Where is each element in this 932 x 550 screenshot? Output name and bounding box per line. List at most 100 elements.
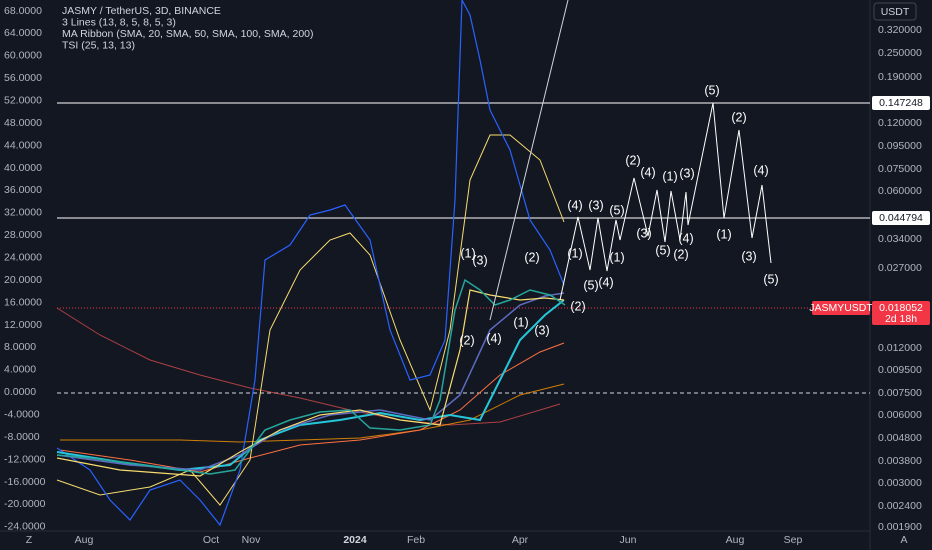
price-badge	[872, 301, 930, 325]
wave-label: (1)	[460, 246, 475, 260]
level-high: 0.147248	[879, 97, 923, 109]
right-axis-label: 0.320000	[878, 24, 922, 36]
ma-200	[56, 307, 561, 426]
right-axis-label: 0.095000	[878, 140, 922, 152]
trend-line	[489, 0, 569, 321]
time-axis-label: Jun	[620, 534, 637, 546]
wave-label: (2)	[459, 333, 474, 347]
wave-label: (2)	[570, 299, 585, 313]
right-axis-label: 0.009500	[878, 364, 922, 376]
left-axis-label: 32.0000	[4, 207, 42, 219]
right-axis-label: 0.006000	[878, 409, 922, 421]
price: 0.018052	[879, 302, 923, 314]
right-axis-label: 0.003000	[878, 477, 922, 489]
level-badge	[872, 96, 930, 110]
three-lines-slow	[56, 292, 565, 471]
left-axis-label: 28.0000	[4, 229, 42, 241]
wave-label: (4)	[598, 275, 613, 289]
wave-label: (4)	[753, 163, 768, 177]
wave-label: (4)	[567, 198, 582, 212]
wave-label: (1)	[513, 315, 528, 329]
right-axis-label: 0.007500	[878, 387, 922, 399]
symbol: JASMYUSDT	[809, 302, 873, 314]
left-axis-label: 36.0000	[4, 184, 42, 196]
right-axis-label: 0.002400	[878, 500, 922, 512]
legend-line: TSI (25, 13, 13)	[62, 39, 135, 51]
time-axis-label: 2024	[343, 534, 367, 546]
right-axis-label: 0.060000	[878, 185, 922, 197]
wave-label: (1)	[662, 169, 677, 183]
tz-icon[interactable]: Z	[26, 534, 33, 546]
left-axis-label: -4.0000	[4, 409, 40, 421]
left-axis-label: 12.0000	[4, 319, 42, 331]
right-axis-label: 0.034000	[878, 233, 922, 245]
wave-label: (3)	[741, 249, 756, 263]
wave-label: (4)	[486, 331, 501, 345]
left-axis-label: 20.0000	[4, 274, 42, 286]
wave-label: (5)	[655, 243, 670, 257]
time-axis-label: Nov	[242, 534, 261, 546]
wave-label: (1)	[567, 246, 582, 260]
left-axis-label: 48.0000	[4, 117, 42, 129]
auto-scale[interactable]: A	[900, 534, 907, 546]
left-axis-label: 40.0000	[4, 162, 42, 174]
time-axis-label: Aug	[726, 534, 745, 546]
wave-label: (2)	[731, 110, 746, 124]
legend-line: MA Ribbon (SMA, 20, SMA, 50, SMA, 100, S…	[62, 28, 314, 40]
ma-100	[60, 383, 565, 443]
wave-label: (3)	[534, 323, 549, 337]
left-axis-label: 68.0000	[4, 5, 42, 17]
wave-label: (1)	[716, 227, 731, 241]
symbol-badge	[812, 301, 870, 315]
wave-label: (5)	[763, 272, 778, 286]
right-axis-label: 0.003800	[878, 455, 922, 467]
time-axis-label: Apr	[512, 534, 529, 546]
wave-label: (4)	[640, 165, 655, 179]
wave-label: (2)	[524, 250, 539, 264]
left-axis-label: 52.0000	[4, 95, 42, 107]
left-axis-label: 44.0000	[4, 139, 42, 151]
right-axis-label: 0.012000	[878, 342, 922, 354]
time-axis-label: Feb	[407, 534, 425, 546]
legend-line: JASMY / TetherUS, 3D, BINANCE	[62, 5, 221, 17]
wave-label: (5)	[609, 203, 624, 217]
left-axis-label: 60.0000	[4, 50, 42, 62]
left-axis-label: -8.0000	[4, 431, 40, 443]
wave-label: (2)	[625, 153, 640, 167]
left-axis-label: -24.0000	[4, 521, 46, 533]
wave-label: (4)	[678, 231, 693, 245]
right-axis-label: 0.190000	[878, 71, 922, 83]
countdown: 2d 18h	[885, 313, 917, 325]
time-axis-label: Aug	[75, 534, 94, 546]
three-lines-fast	[56, 299, 565, 472]
left-axis-label: -12.0000	[4, 453, 46, 465]
time-axis-label: Sep	[784, 534, 803, 546]
wave-label: (5)	[704, 83, 719, 97]
right-axis-label: 0.027000	[878, 262, 922, 274]
wave-label: (3)	[636, 226, 651, 240]
wave-label: (5)	[583, 278, 598, 292]
level-low: 0.044794	[879, 212, 923, 224]
wave-label: (3)	[472, 253, 487, 267]
wave-projection	[559, 102, 772, 301]
level-badge	[872, 211, 930, 225]
wave-label: (3)	[588, 198, 603, 212]
right-axis-label: 0.250000	[878, 47, 922, 59]
left-axis-label: 0.0000	[4, 386, 36, 398]
right-axis-label: 0.075000	[878, 163, 922, 175]
left-axis-label: 64.0000	[4, 27, 42, 39]
left-axis-label: -16.0000	[4, 476, 46, 488]
tsi-line	[56, 0, 565, 527]
left-axis-label: 16.0000	[4, 296, 42, 308]
legend-line: 3 Lines (13, 8, 5, 8, 5, 3)	[62, 16, 176, 28]
right-axis-label: 0.004800	[878, 432, 922, 444]
left-axis-label: 24.0000	[4, 252, 42, 264]
left-axis-label: 56.0000	[4, 72, 42, 84]
wave-label: (2)	[673, 247, 688, 261]
currency: USDT	[881, 6, 910, 18]
wave-label: (3)	[679, 166, 694, 180]
right-axis-label: 0.001900	[878, 521, 922, 533]
currency-badge[interactable]	[873, 2, 917, 21]
